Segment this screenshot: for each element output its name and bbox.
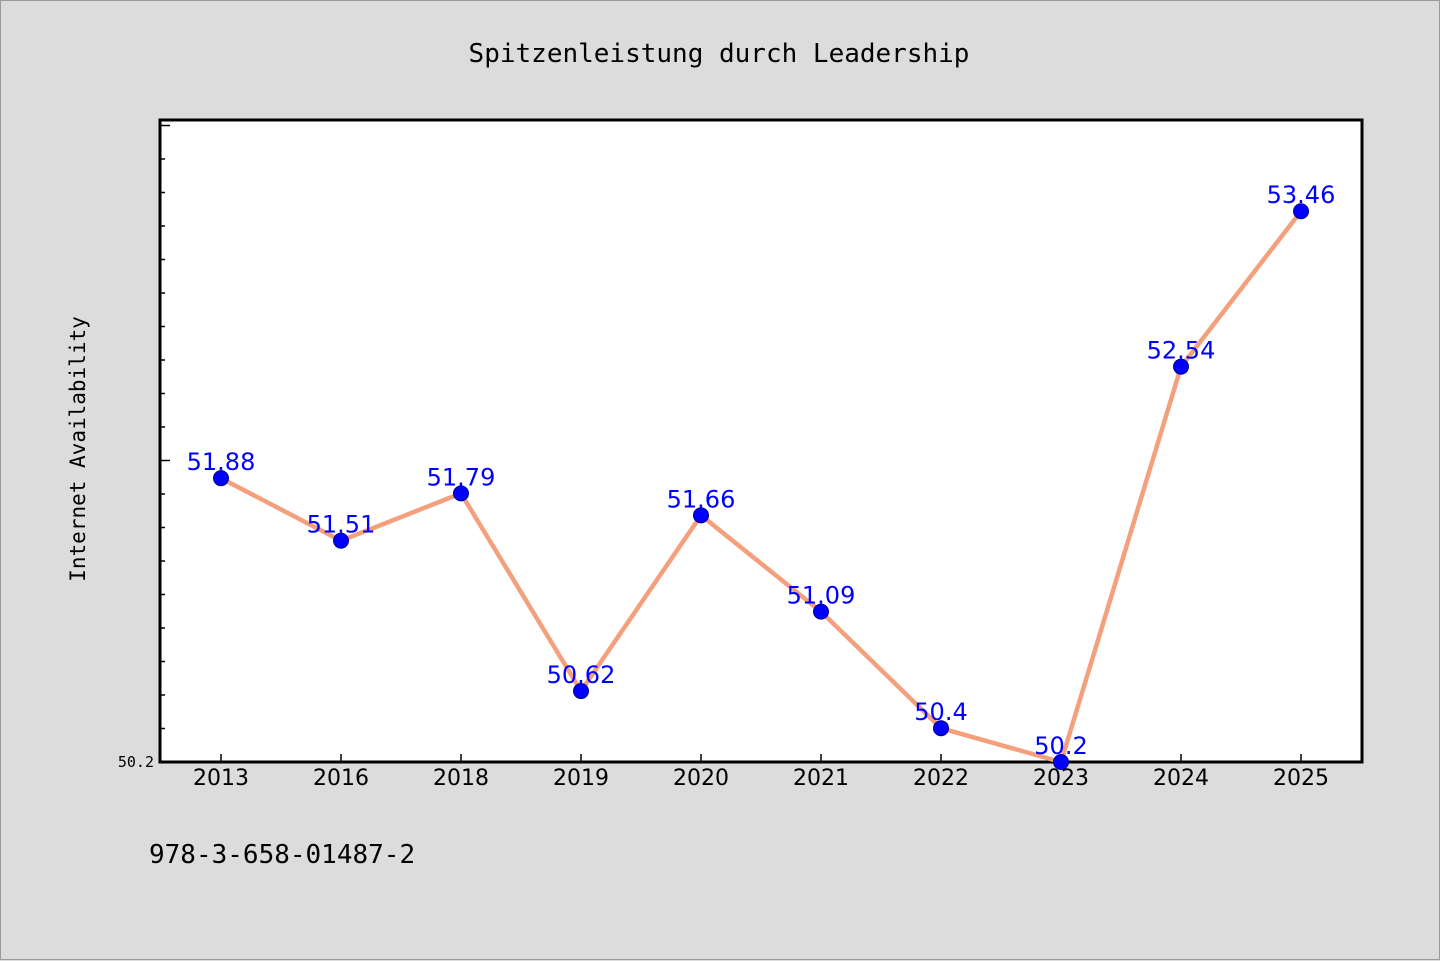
x-tick-label: 2019	[553, 766, 609, 791]
data-point	[1293, 203, 1309, 220]
x-tick-label: 2016	[313, 766, 369, 791]
data-point	[453, 485, 469, 502]
data-label: 52.54	[1147, 337, 1216, 365]
x-tick-label: 2022	[913, 766, 969, 791]
series-layer: 51.88 51.51 51.79 50.62 51.66 51.09 50.4 50.2 52…	[187, 181, 1336, 770]
x-tick-label: 2021	[793, 766, 849, 791]
data-label: 53.46	[1267, 181, 1336, 209]
y-tick-label: 50.2	[118, 753, 154, 771]
data-label: 51.51	[307, 511, 376, 539]
x-tick-label: 2018	[433, 766, 489, 791]
data-label: 51.79	[427, 463, 496, 491]
data-label: 50.62	[547, 661, 616, 689]
y-axis-label: Internet Availability	[66, 316, 90, 582]
plot-area	[158, 118, 1364, 764]
data-point	[933, 720, 949, 737]
data-point	[333, 532, 349, 549]
data-label: 51.66	[667, 485, 736, 513]
data-label: 50.4	[914, 698, 967, 726]
isbn-text: 978-3-658-01487-2	[149, 840, 415, 870]
y-minor-ticks	[160, 124, 170, 730]
x-tick-label: 2025	[1273, 766, 1329, 791]
data-point	[693, 507, 709, 524]
x-tick-label: 2024	[1153, 766, 1209, 791]
x-tick-label: 2023	[1033, 766, 1089, 791]
data-point	[213, 470, 229, 487]
data-point	[1053, 754, 1069, 770]
x-axis-ticks: 2013 2016 2018 2019 2020 2021 2022 2023 2024 2025	[193, 754, 1329, 791]
chart-title: Spitzenleistung durch Leadership	[469, 39, 970, 69]
data-label: 51.88	[187, 448, 256, 476]
data-label: 51.09	[787, 582, 856, 610]
data-label: 50.2	[1034, 732, 1087, 760]
series-line	[219, 209, 1303, 765]
data-point	[573, 683, 589, 700]
data-point	[1173, 358, 1189, 375]
data-point	[813, 603, 829, 620]
x-tick-label: 2013	[193, 766, 249, 791]
x-tick-label: 2020	[673, 766, 729, 791]
